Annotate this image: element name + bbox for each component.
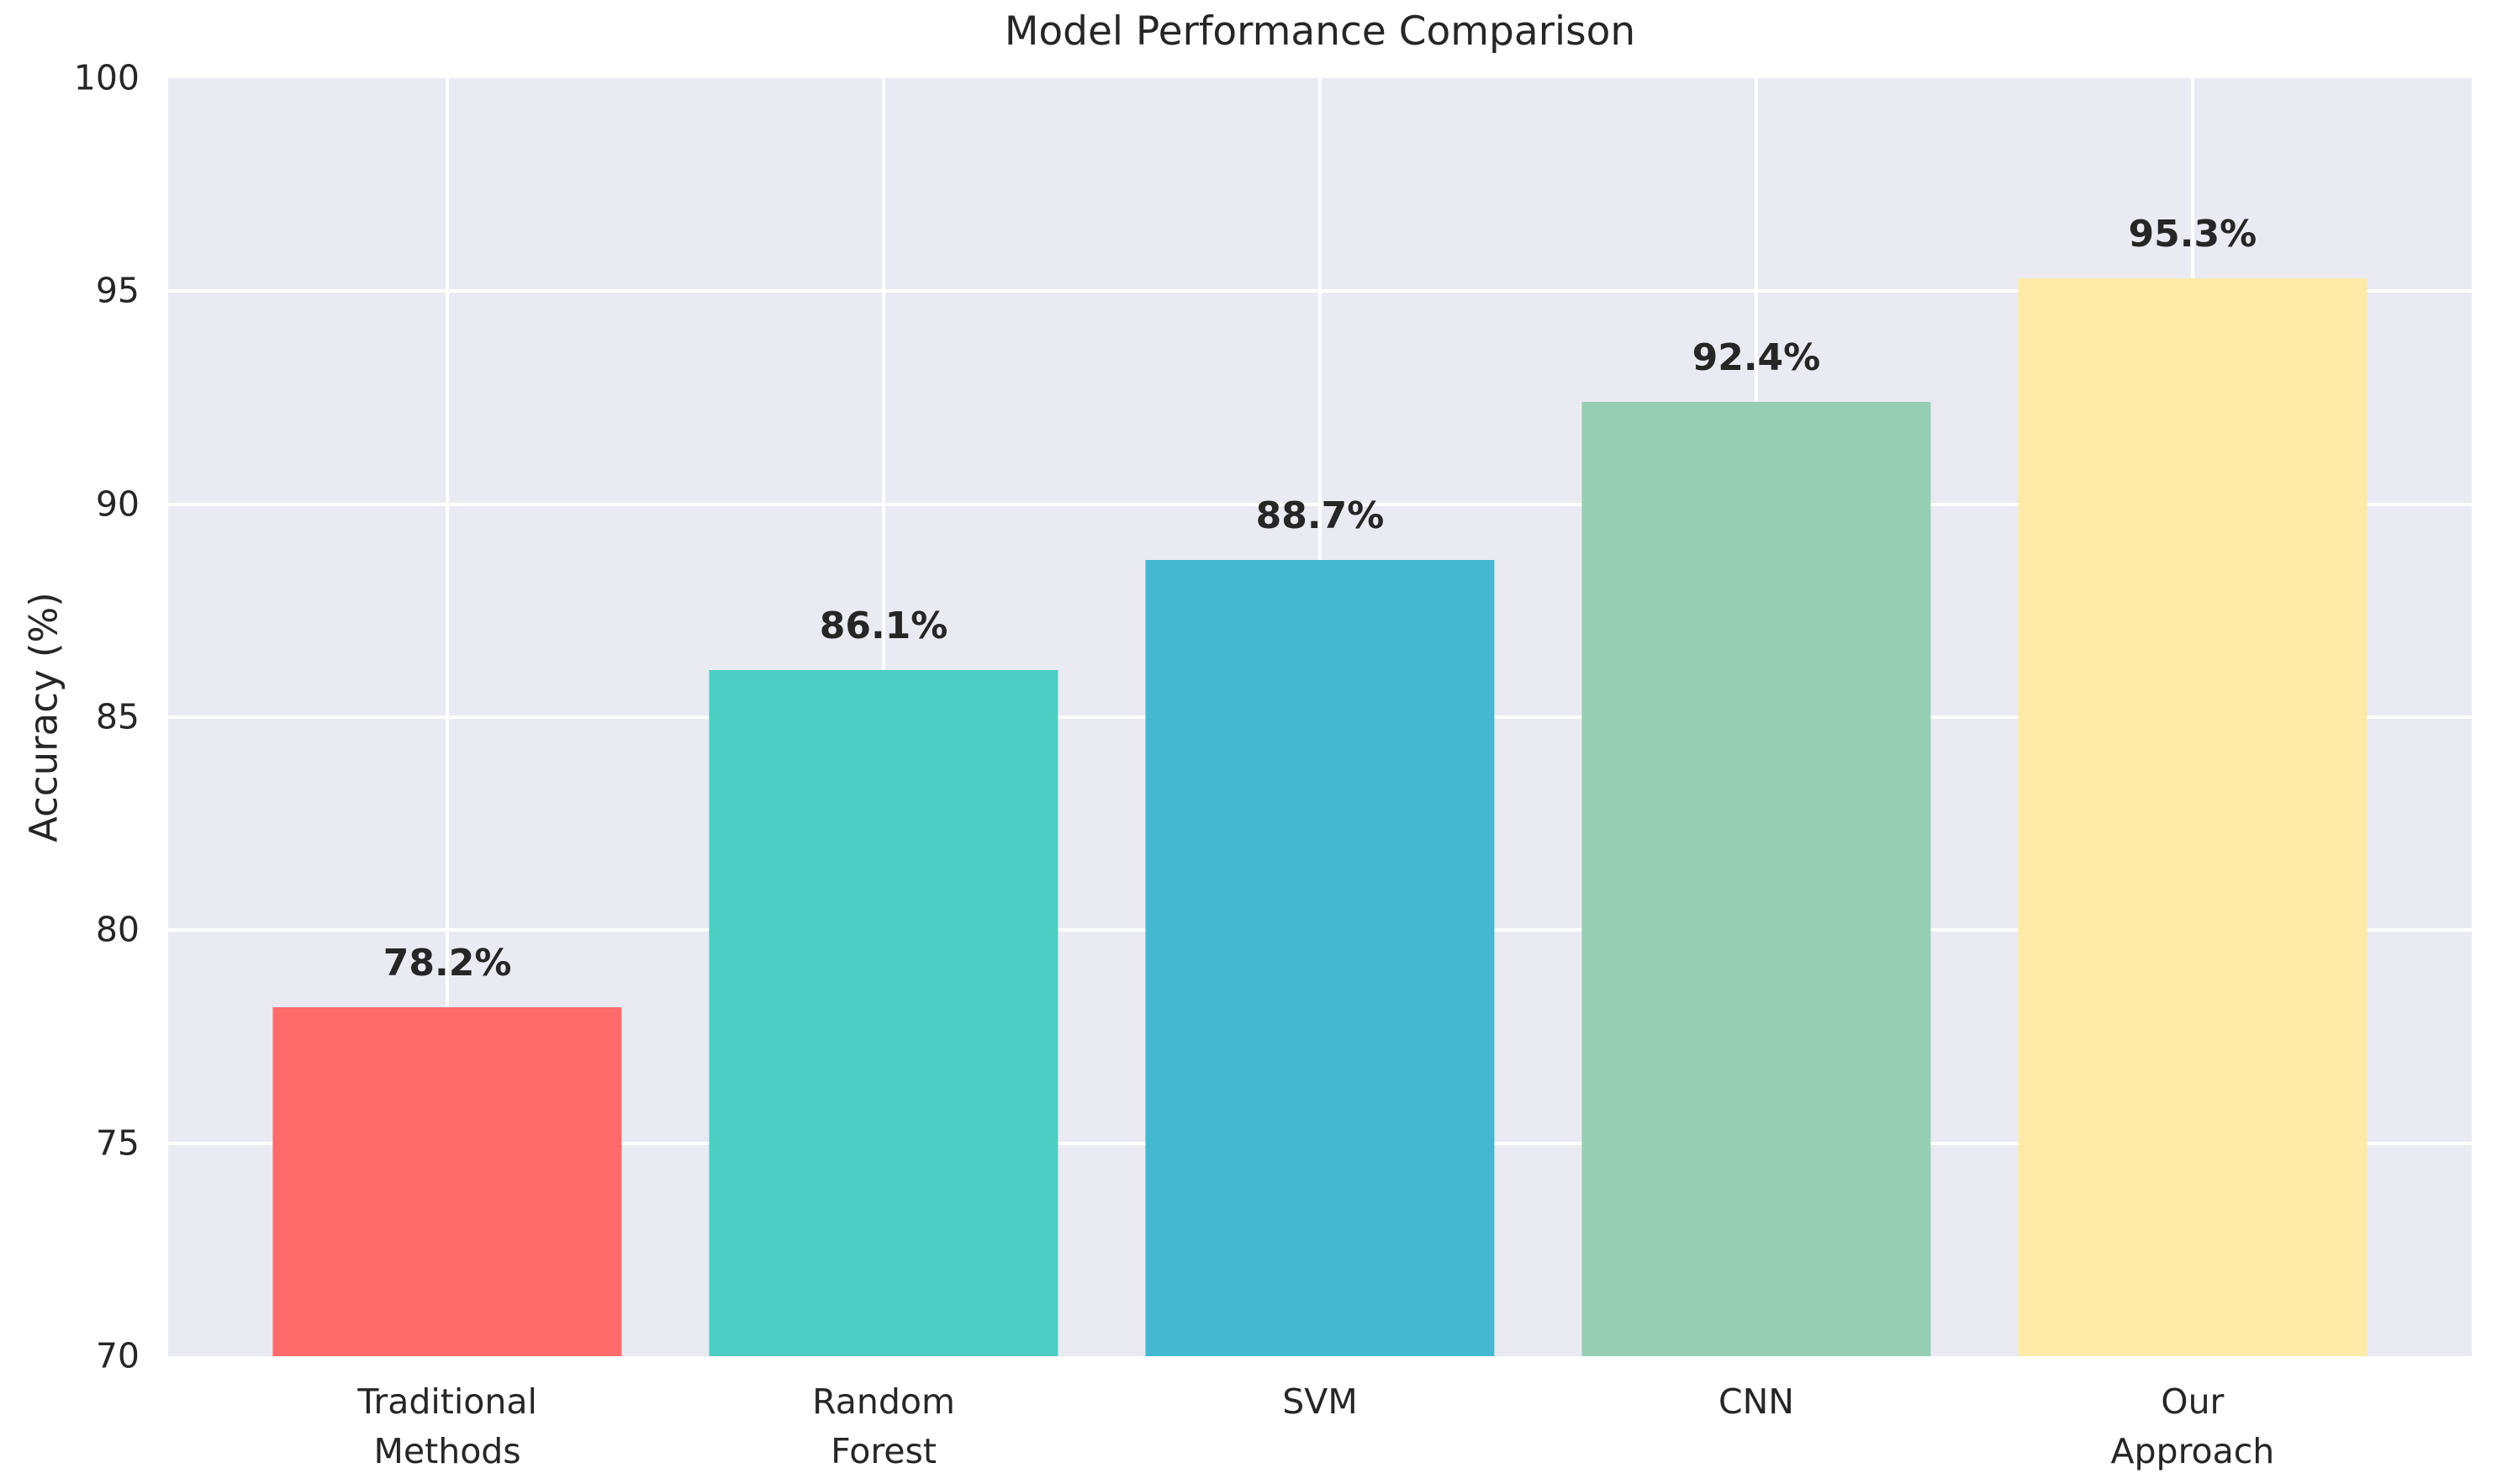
- bar-value-label-cnn: 92.4%: [1692, 336, 1821, 380]
- y-tick-label: 75: [95, 1122, 140, 1164]
- bar-traditional-methods: [272, 1006, 622, 1356]
- x-axis-ticks: Traditional Methods Random Forest SVM CNN Ou…: [168, 1377, 2472, 1482]
- y-tick-label: 70: [95, 1335, 140, 1376]
- bar-cnn: [1581, 402, 1931, 1356]
- y-tick-label: 95: [95, 270, 140, 311]
- x-tick-label-cnn: CNN: [1718, 1381, 1794, 1422]
- x-tick-label-svm: SVM: [1282, 1381, 1358, 1422]
- bar-value-label-our-approach: 95.3%: [2128, 213, 2257, 256]
- gridline-vertical: [446, 78, 450, 1356]
- bar-svm: [1145, 559, 1495, 1356]
- y-axis-ticks: 70 75 80 85 90 95 100: [0, 61, 140, 1373]
- x-tick-label-random-forest: Random Forest: [812, 1381, 955, 1472]
- bar-random-forest: [709, 670, 1058, 1356]
- y-tick-label: 90: [95, 483, 140, 525]
- x-tick-label-our-approach: Our Approach: [2110, 1381, 2275, 1472]
- y-tick-label: 80: [95, 909, 140, 950]
- y-tick-label: 100: [73, 57, 140, 98]
- y-tick-label: 85: [95, 696, 140, 737]
- plot-panel: 78.2% 86.1% 88.7% 92.4% 95.3%: [168, 78, 2472, 1356]
- chart-title: Model Performance Comparison: [1004, 8, 1636, 55]
- bar-our-approach: [2018, 278, 2368, 1356]
- bar-value-label-svm: 88.7%: [1255, 494, 1385, 537]
- bar-value-label-random-forest: 86.1%: [819, 605, 948, 648]
- x-tick-label-traditional-methods: Traditional Methods: [357, 1381, 537, 1472]
- bar-value-label-traditional-methods: 78.2%: [383, 941, 512, 985]
